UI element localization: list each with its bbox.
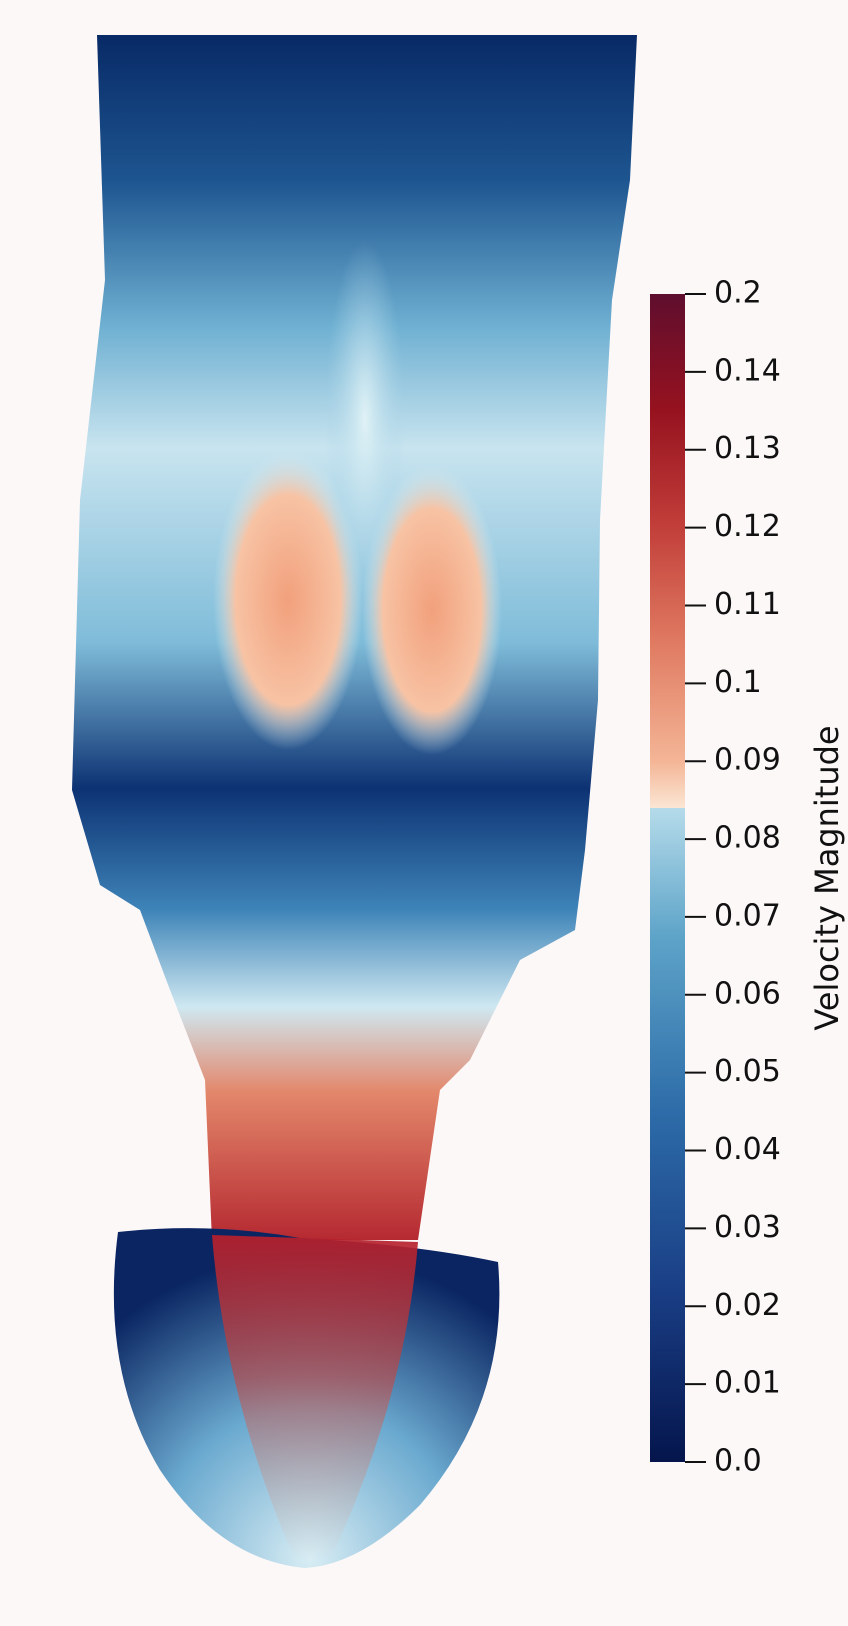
tick-label: 0.0 [714, 1444, 762, 1479]
tick-label: 0.07 [714, 898, 781, 933]
tick-label: 0.02 [714, 1288, 781, 1323]
tick-label: 0.01 [714, 1366, 781, 1401]
plume-left [213, 450, 363, 750]
tick-label: 0.13 [714, 431, 781, 466]
tick-label: 0.11 [714, 587, 781, 622]
tick-label: 0.1 [714, 665, 762, 700]
tick-label: 0.2 [714, 276, 762, 311]
flow-field [72, 35, 637, 1568]
colorbar-gradient [650, 294, 685, 1462]
plume-right [362, 465, 502, 755]
tick-label: 0.05 [714, 1054, 781, 1089]
tick-label: 0.03 [714, 1210, 781, 1245]
tick-label: 0.09 [714, 743, 781, 778]
tick-label: 0.14 [714, 353, 781, 388]
colorbar: 0.0 0.01 0.02 0.03 0.04 0.05 0.06 0.07 0.08 0.09 0… [650, 276, 781, 1479]
colorbar-title: Velocity Magnitude [808, 725, 846, 1030]
bulb-core [212, 1235, 418, 1560]
tick-label: 0.04 [714, 1132, 781, 1167]
tick-label: 0.06 [714, 976, 781, 1011]
tick-label: 0.12 [714, 509, 781, 544]
tick-label: 0.08 [714, 821, 781, 856]
jet-core [325, 240, 405, 600]
